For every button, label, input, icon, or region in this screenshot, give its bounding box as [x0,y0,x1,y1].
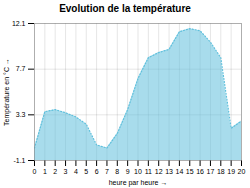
svg-text:2: 2 [53,168,57,175]
svg-text:11: 11 [145,168,152,175]
svg-text:12.1: 12.1 [12,20,26,27]
svg-text:5: 5 [84,168,88,175]
svg-text:0: 0 [33,168,37,175]
svg-text:12: 12 [155,168,163,175]
svg-text:15: 15 [186,168,194,175]
svg-text:19: 19 [227,168,235,175]
svg-text:17: 17 [207,168,215,175]
svg-text:13: 13 [165,168,173,175]
svg-text:3.3: 3.3 [16,111,26,118]
svg-text:-1.1: -1.1 [13,157,25,164]
svg-text:16: 16 [196,168,204,175]
svg-text:7: 7 [105,168,109,175]
svg-text:4: 4 [74,168,78,175]
svg-text:8: 8 [115,168,119,175]
svg-text:6: 6 [95,168,99,175]
svg-text:14: 14 [176,168,184,175]
svg-text:20: 20 [238,168,246,175]
svg-text:heure par heure →: heure par heure → [109,179,168,187]
svg-text:1: 1 [43,168,47,175]
svg-text:10: 10 [134,168,142,175]
svg-text:Température en °C →: Température en °C → [3,58,11,126]
svg-text:18: 18 [217,168,225,175]
svg-text:9: 9 [126,168,130,175]
svg-text:7.7: 7.7 [16,65,26,72]
svg-text:3: 3 [64,168,68,175]
html-text:Evolution de la température: Evolution de la température [59,3,191,14]
